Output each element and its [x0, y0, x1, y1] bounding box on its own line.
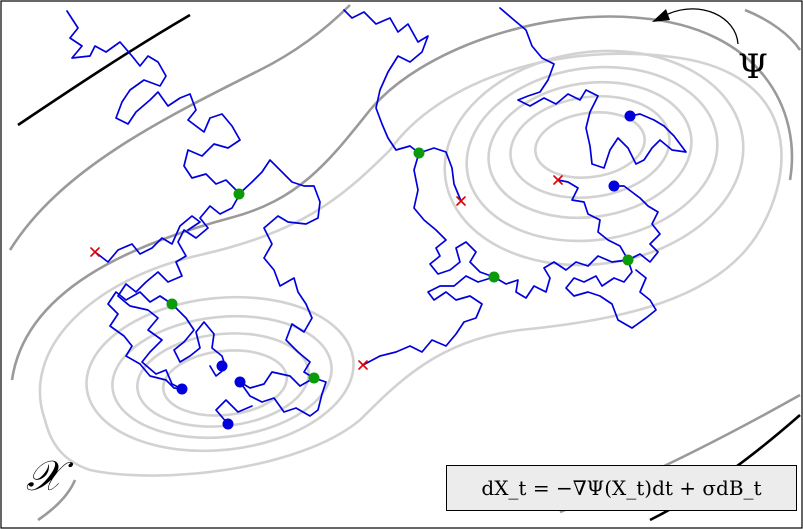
trajectory-path-4: [215, 399, 253, 425]
start-point: [624, 110, 636, 122]
trajectory-path-9: [413, 152, 495, 278]
trajectory-path-6: [94, 215, 201, 263]
trajectory-path-8: [343, 9, 429, 154]
contour-group: [8, 4, 802, 522]
rotation-arrow: [652, 8, 739, 45]
contour-outer-7: [17, 13, 191, 127]
intermediate-point: [622, 254, 634, 266]
contour-right-4: [465, 65, 719, 243]
intermediate-point: [233, 188, 245, 200]
trajectory-path-16: [499, 7, 687, 169]
trajectory-path-3: [239, 371, 327, 417]
contour-left-1: [161, 349, 289, 417]
contour-right-1: [534, 111, 646, 179]
end-marker-cross: [553, 175, 563, 185]
rotation-arrow-head: [652, 9, 670, 22]
trajectory-path-1: [66, 10, 241, 390]
trajectory-path-10: [418, 147, 462, 202]
intermediate-point: [308, 372, 320, 384]
trajectory-path-15: [613, 185, 661, 263]
sde-equation: dX_t = −∇Ψ(X_t)dt + σdB_t: [481, 476, 762, 500]
intermediate-point: [488, 271, 500, 283]
trajectory-path-12: [493, 255, 629, 299]
trajectory-path-14: [557, 179, 629, 261]
end-marker-cross: [456, 196, 466, 206]
contour-left-4: [85, 295, 355, 453]
trajectory-path-2: [238, 159, 321, 379]
contour-left-3: [111, 314, 333, 440]
sde-equation-box: dX_t = −∇Ψ(X_t)dt + σdB_t: [446, 465, 797, 511]
contour-outer-2: [10, 15, 794, 381]
trajectory-path-7: [107, 291, 183, 390]
contour-right-5: [443, 49, 745, 267]
rotation-arrow-curve: [667, 8, 739, 45]
start-point: [222, 418, 234, 430]
start-point: [234, 376, 246, 388]
contour-right-2: [509, 94, 671, 200]
contour-outer-3: [8, 4, 351, 251]
intermediate-point: [166, 298, 178, 310]
start-point: [176, 383, 188, 395]
intermediate-point: [413, 147, 425, 159]
start-point: [216, 360, 228, 372]
end-marker-cross: [358, 360, 368, 370]
contour-outer-1: [38, 52, 783, 477]
start-point: [608, 180, 620, 192]
potential-label: Ψ: [738, 47, 768, 87]
contour-right-3: [487, 80, 693, 220]
end-markers: [90, 175, 563, 370]
contour-outer-5: [37, 479, 77, 522]
start-points: [176, 110, 636, 430]
trajectory-path-11: [362, 275, 495, 366]
contour-outer-4: [744, 8, 802, 51]
intermediate-points: [166, 147, 634, 384]
trajectory-path-13: [565, 259, 657, 329]
trajectory-group: [66, 7, 687, 425]
end-marker-cross: [90, 247, 100, 257]
